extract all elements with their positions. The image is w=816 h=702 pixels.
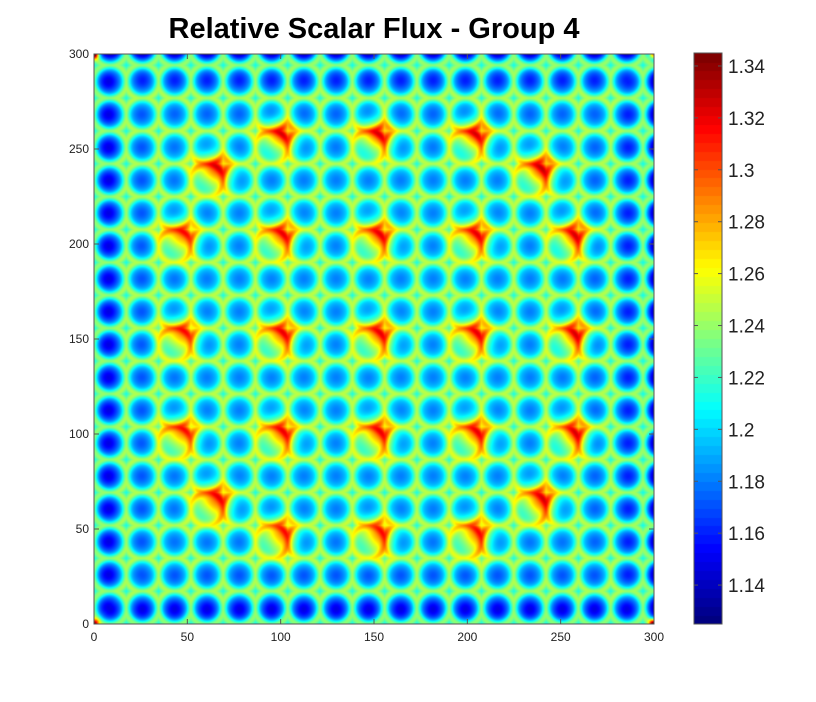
- colorbar-axis: 1.14 1.16 1.18 1.2 1.22 1.24 1.26 1.28 1.3 1.32 1.…: [694, 57, 765, 597]
- x-tick-label: 50: [181, 630, 195, 644]
- colorbar-tick-label: 1.18: [728, 472, 765, 493]
- y-axis: 0 50 100 150 200 250 300: [69, 47, 654, 631]
- x-tick-label: 250: [551, 630, 571, 644]
- colorbar-tick-label: 1.14: [728, 576, 765, 597]
- colorbar-tick-label: 1.22: [728, 368, 765, 389]
- y-tick-label: 100: [69, 427, 89, 441]
- colorbar-tick-label: 1.28: [728, 213, 765, 234]
- x-tick-label: 300: [644, 630, 664, 644]
- y-tick-label: 300: [69, 47, 89, 61]
- colorbar-tick-label: 1.3: [728, 161, 754, 182]
- heatmap-image: [94, 54, 654, 624]
- chart-title: Relative Scalar Flux - Group 4: [169, 13, 580, 45]
- colorbar-gradient: [694, 53, 722, 624]
- x-tick-label: 0: [91, 630, 98, 644]
- y-tick-label: 50: [76, 522, 90, 536]
- y-tick-label: 0: [82, 617, 89, 631]
- colorbar-tick-label: 1.32: [728, 109, 765, 130]
- x-axis: 0 50 100 150 200 250 300: [91, 54, 664, 644]
- x-tick-label: 100: [271, 630, 291, 644]
- y-tick-label: 150: [69, 332, 89, 346]
- y-tick-label: 250: [69, 142, 89, 156]
- y-tick-label: 200: [69, 237, 89, 251]
- x-tick-label: 150: [364, 630, 384, 644]
- colorbar-tick-label: 1.34: [728, 57, 765, 78]
- colorbar-frame: [693, 52, 723, 625]
- plot-frame: [93, 53, 655, 625]
- colorbar-tick-label: 1.24: [728, 317, 765, 338]
- x-tick-label: 200: [457, 630, 477, 644]
- colorbar-tick-label: 1.16: [728, 524, 765, 545]
- colorbar-tick-label: 1.26: [728, 265, 765, 286]
- colorbar-tick-label: 1.2: [728, 420, 754, 441]
